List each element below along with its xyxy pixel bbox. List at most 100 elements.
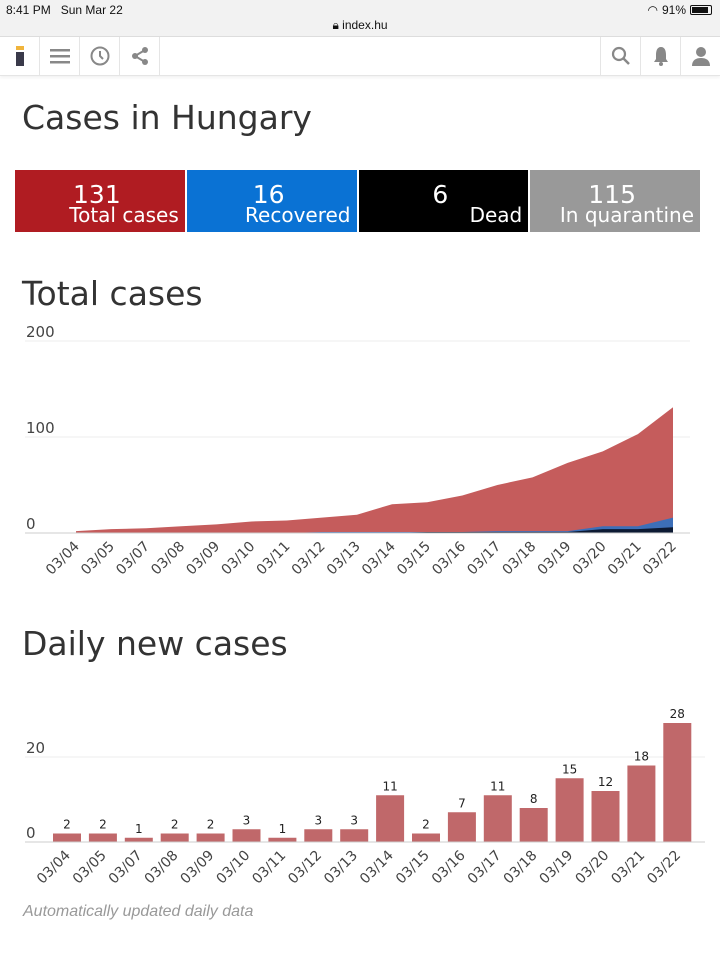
x-tick-label: 03/04 — [34, 847, 74, 887]
stat-label: Dead — [469, 203, 523, 227]
clock-icon — [90, 46, 109, 66]
status-right: ◠ 91% — [647, 3, 712, 17]
bar-value-label: 1 — [279, 822, 287, 836]
bar-value-label: 11 — [382, 779, 397, 793]
hamburger-icon — [49, 49, 70, 64]
x-tick-label: 03/21 — [605, 539, 645, 579]
bar-value-label: 3 — [350, 813, 358, 827]
x-tick-label: 03/08 — [148, 539, 188, 579]
bar — [124, 837, 153, 842]
stat-label: Total cases — [69, 203, 179, 227]
x-tick-label: 03/15 — [393, 848, 433, 888]
url-text: index.hu — [342, 18, 388, 32]
x-tick-label: 03/05 — [70, 848, 110, 888]
x-tick-label: 03/10 — [219, 539, 259, 579]
logo-button[interactable] — [0, 37, 40, 75]
area-series-total — [76, 407, 673, 533]
bar — [412, 833, 440, 842]
bell-icon — [653, 47, 668, 66]
stat-value: 6 — [432, 180, 449, 209]
profile-button[interactable] — [680, 37, 720, 75]
x-tick-label: 03/22 — [640, 539, 680, 579]
x-tick-label: 03/14 — [357, 847, 397, 887]
x-tick-label: 03/11 — [249, 848, 289, 888]
x-tick-label: 03/19 — [537, 848, 577, 888]
site-toolbar — [0, 36, 720, 76]
stat-dead: 6 Dead — [358, 170, 529, 232]
bar — [555, 778, 584, 842]
bar-value-label: 15 — [562, 762, 577, 776]
x-tick-label: 03/13 — [324, 539, 364, 579]
bar-value-label: 12 — [598, 775, 613, 789]
bar-value-label: 2 — [422, 818, 430, 832]
x-tick-label: 03/12 — [285, 848, 325, 888]
x-tick-label: 03/09 — [183, 539, 223, 579]
history-button[interactable] — [80, 37, 120, 75]
search-icon — [611, 46, 630, 65]
bar — [519, 808, 548, 842]
x-tick-label: 03/17 — [464, 539, 504, 579]
bar — [160, 833, 189, 842]
x-tick-label: 03/14 — [359, 538, 399, 578]
stat-label: Recovered — [245, 203, 351, 227]
stat-quarantine: 115 In quarantine — [530, 170, 700, 232]
total-cases-chart: 010020003/0403/0503/0703/0803/0903/1003/… — [25, 323, 690, 579]
bar-value-label: 2 — [171, 818, 179, 832]
bar-value-label: 2 — [207, 818, 215, 832]
status-bar: 8:41 PM Sun Mar 22 ◠ 91% 🔒︎ index.hu — [0, 0, 720, 36]
share-button[interactable] — [120, 37, 160, 75]
update-note: Automatically updated daily data — [23, 903, 254, 920]
x-tick-label: 03/05 — [78, 539, 118, 579]
x-tick-label: 03/16 — [429, 538, 469, 578]
y-tick-label: 100 — [26, 419, 55, 437]
bar-value-label: 7 — [458, 796, 466, 810]
x-tick-label: 03/12 — [289, 539, 329, 579]
x-tick-label: 03/07 — [106, 848, 146, 888]
search-button[interactable] — [600, 37, 640, 75]
url-bar[interactable]: 🔒︎ index.hu — [0, 18, 720, 33]
x-tick-label: 03/22 — [644, 848, 684, 888]
x-tick-label: 03/20 — [572, 848, 612, 888]
x-tick-label: 03/20 — [570, 539, 610, 579]
x-tick-label: 03/18 — [500, 539, 540, 579]
x-tick-label: 03/16 — [429, 847, 469, 887]
bar — [447, 812, 476, 842]
x-tick-label: 03/10 — [213, 848, 253, 888]
bar — [232, 829, 261, 842]
wifi-icon: ◠ — [647, 3, 658, 17]
x-tick-label: 03/08 — [142, 848, 182, 888]
stats-row: 131 Total cases 16 Recovered 6 Dead 115 In q… — [15, 170, 700, 232]
bar-value-label: 3 — [314, 813, 322, 827]
stat-recovered: 16 Recovered — [186, 170, 357, 232]
bar-value-label: 18 — [634, 750, 649, 764]
bar — [663, 723, 692, 842]
bar — [53, 833, 81, 842]
notifications-button[interactable] — [640, 37, 680, 75]
battery-percent: 91% — [661, 3, 686, 17]
lock-icon: 🔒︎ — [332, 18, 339, 32]
x-tick-label: 03/21 — [608, 848, 648, 888]
bar — [268, 837, 297, 842]
bar-value-label: 2 — [99, 818, 107, 832]
bar-value-label: 2 — [63, 818, 71, 832]
x-tick-label: 03/15 — [394, 539, 434, 579]
bar — [483, 795, 512, 842]
y-tick-label: 200 — [26, 323, 55, 341]
toolbar-spacer — [160, 37, 600, 75]
stat-label: In quarantine — [559, 203, 694, 227]
total-cases-title: Total cases — [22, 274, 203, 313]
y-tick-label: 20 — [26, 739, 45, 757]
x-tick-label: 03/17 — [465, 848, 505, 888]
bar — [591, 791, 620, 842]
bar — [304, 829, 333, 842]
y-tick-label: 0 — [26, 824, 36, 842]
x-tick-label: 03/09 — [178, 848, 218, 888]
stat-total: 131 Total cases — [15, 170, 185, 232]
daily-cases-title: Daily new cases — [22, 624, 288, 663]
menu-button[interactable] — [40, 37, 80, 75]
stat-value: 16 — [252, 180, 285, 209]
bar-value-label: 28 — [670, 707, 685, 721]
battery-icon — [690, 5, 712, 15]
x-tick-label: 03/18 — [501, 848, 541, 888]
